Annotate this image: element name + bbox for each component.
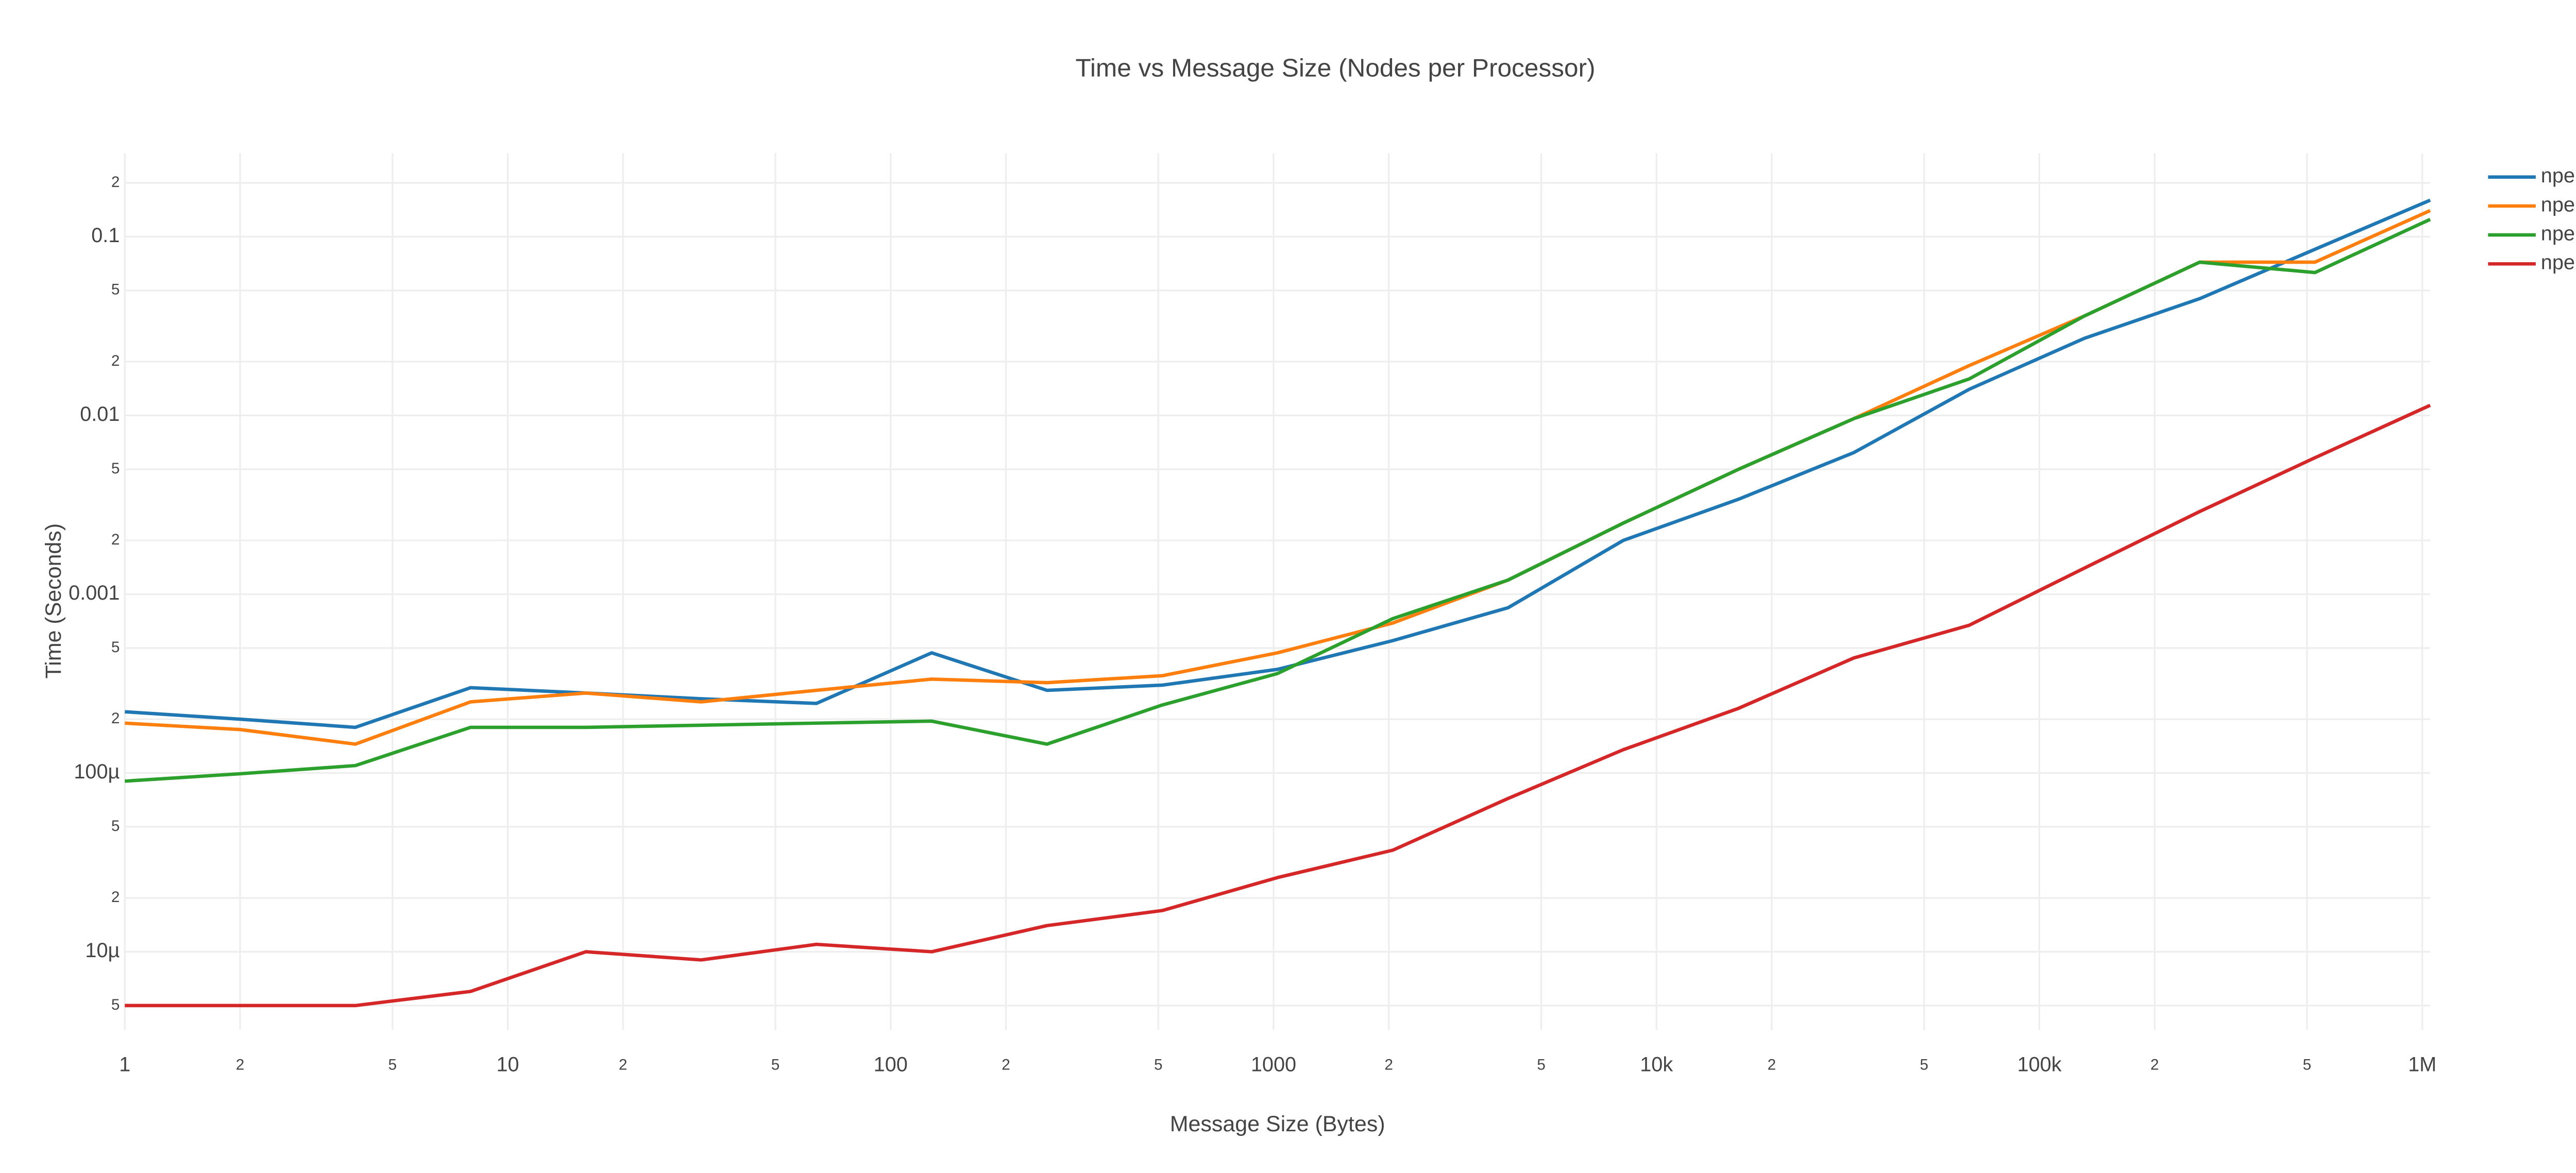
legend-label: npernode/1 xyxy=(2541,164,2576,187)
plot-area xyxy=(125,198,2431,1008)
y-tick-label: 2 xyxy=(111,710,120,727)
series-line xyxy=(125,403,2431,1008)
x-axis-title: Message Size (Bytes) xyxy=(1170,1112,1385,1136)
y-tick-label: 0.001 xyxy=(69,582,120,604)
x-tick-label: 5 xyxy=(1920,1057,1928,1074)
y-tick-label: 5 xyxy=(111,996,120,1013)
legend-label: npernode/8 xyxy=(2541,251,2576,274)
y-tick-label: 0.1 xyxy=(91,224,120,247)
y-tick-label: 2 xyxy=(111,531,120,548)
y-axis-title: Time (Seconds) xyxy=(41,523,66,679)
x-tick-label: 5 xyxy=(1154,1057,1163,1074)
y-tick-label: 100µ xyxy=(74,760,120,783)
series-line xyxy=(125,198,2431,729)
y-tick-label: 2 xyxy=(111,889,120,906)
x-tick-label: 2 xyxy=(2150,1057,2159,1074)
x-tick-label: 5 xyxy=(1537,1057,1546,1074)
legend: npernode/1 npernode/2 npernode/4 npernode/8 xyxy=(2488,164,2576,274)
x-tick-label: 10k xyxy=(1640,1053,1673,1076)
x-tick-label: 2 xyxy=(1384,1057,1393,1074)
x-tick-label: 100 xyxy=(874,1053,908,1076)
chart-title: Time vs Message Size (Nodes per Processo… xyxy=(1075,54,1595,82)
y-tick-label: 10µ xyxy=(85,939,120,962)
y-tick-label: 5 xyxy=(111,460,120,477)
y-tick-label: 5 xyxy=(111,818,120,835)
x-tick-label: 5 xyxy=(771,1057,780,1074)
x-tick-label: 10 xyxy=(496,1053,519,1076)
legend-label: npernode/4 xyxy=(2541,223,2576,245)
y-tick-label: 2 xyxy=(111,352,120,369)
x-tick-label: 5 xyxy=(388,1057,397,1074)
x-tick-label: 2 xyxy=(1002,1057,1010,1074)
y-tick-label: 2 xyxy=(111,174,120,191)
x-tick-label: 2 xyxy=(619,1057,628,1074)
series-line xyxy=(125,209,2431,746)
x-tick-label: 2 xyxy=(1768,1057,1776,1074)
x-tick-label: 2 xyxy=(236,1057,245,1074)
y-tick-label: 5 xyxy=(111,281,120,298)
grid xyxy=(124,153,2430,1030)
x-tick-label: 1 xyxy=(119,1053,130,1076)
x-tick-label: 5 xyxy=(2303,1057,2312,1074)
x-tick-label: 1M xyxy=(2408,1053,2436,1076)
series-line xyxy=(125,217,2431,783)
y-tick-label: 0.01 xyxy=(80,403,120,426)
axes: 1 2 5 10 2 5 100 2 5 1000 2 5 10k 2 5 100k 2 5 1M 5 10µ 2 5 100… xyxy=(69,174,2436,1076)
x-tick-label: 100k xyxy=(2017,1053,2061,1076)
legend-label: npernode/2 xyxy=(2541,193,2576,216)
y-tick-label: 5 xyxy=(111,639,120,656)
x-tick-label: 1000 xyxy=(1251,1053,1296,1076)
